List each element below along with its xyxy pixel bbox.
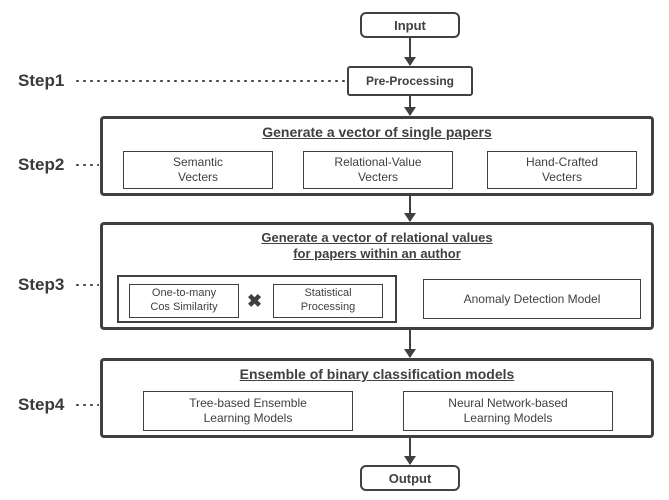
cos-similarity-box: One-to-many Cos Similarity (129, 284, 239, 318)
hand-crafted-vectors-box: Hand-Crafted Vecters (487, 151, 637, 189)
output-node: Output (360, 465, 460, 491)
semantic-vectors-box: Semantic Vecters (123, 151, 273, 189)
nn-models-label: Neural Network-based Learning Models (448, 396, 567, 426)
flowchart-canvas: Step1 Step2 Step3 Step4 Input Pre-Proces… (0, 0, 669, 500)
step2-group: Generate a vector of single papers Seman… (100, 116, 654, 196)
step2-title: Generate a vector of single papers (103, 124, 651, 140)
dotted-connector-2 (74, 164, 99, 166)
anomaly-detection-label: Anomaly Detection Model (464, 292, 601, 307)
preprocessing-node: Pre-Processing (347, 66, 473, 96)
relational-value-vectors-box: Relational-Value Vecters (303, 151, 453, 189)
dotted-connector-3 (74, 284, 99, 286)
tree-models-box: Tree-based Ensemble Learning Models (143, 391, 353, 431)
step4-title: Ensemble of binary classification models (103, 366, 651, 382)
step3-title: Generate a vector of relational values f… (103, 230, 651, 263)
preprocessing-label: Pre-Processing (366, 74, 454, 88)
step2-label: Step2 (18, 155, 64, 175)
step4-label: Step4 (18, 395, 64, 415)
nn-models-box: Neural Network-based Learning Models (403, 391, 613, 431)
tree-models-label: Tree-based Ensemble Learning Models (189, 396, 307, 426)
cos-similarity-label: One-to-many Cos Similarity (150, 287, 217, 315)
statistical-processing-label: Statistical Processing (301, 287, 355, 315)
arrow-2 (409, 96, 411, 115)
semantic-vectors-label: Semantic Vecters (173, 155, 223, 185)
step1-label: Step1 (18, 71, 64, 91)
step3-group: Generate a vector of relational values f… (100, 222, 654, 330)
arrow-1 (409, 38, 411, 65)
relational-value-vectors-label: Relational-Value Vecters (334, 155, 421, 185)
output-label: Output (389, 471, 432, 486)
step3-label: Step3 (18, 275, 64, 295)
anomaly-detection-box: Anomaly Detection Model (423, 279, 641, 319)
hand-crafted-vectors-label: Hand-Crafted Vecters (526, 155, 598, 185)
input-node: Input (360, 12, 460, 38)
arrow-3 (409, 196, 411, 221)
dotted-connector-4 (74, 404, 99, 406)
dotted-connector-1 (74, 80, 346, 82)
input-label: Input (394, 18, 426, 33)
arrow-4 (409, 330, 411, 357)
multiply-icon: ✖ (247, 291, 262, 312)
step3-inner-wrap: One-to-many Cos Similarity ✖ Statistical… (117, 275, 397, 323)
arrow-5 (409, 438, 411, 464)
step4-group: Ensemble of binary classification models… (100, 358, 654, 438)
statistical-processing-box: Statistical Processing (273, 284, 383, 318)
